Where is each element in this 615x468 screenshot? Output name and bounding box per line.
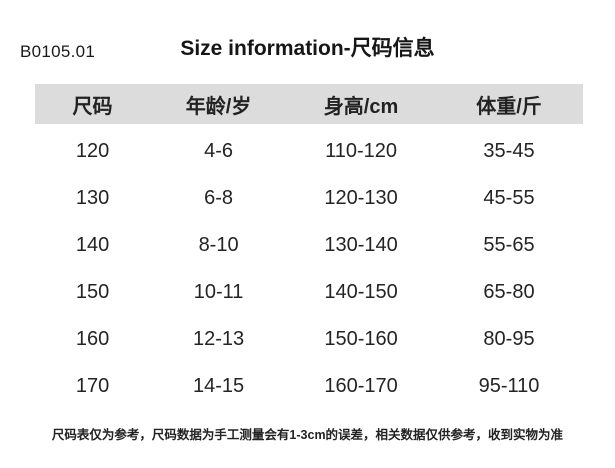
table-row: 150 10-11 140-150 65-80 — [35, 269, 583, 316]
table-cell: 120 — [75, 140, 110, 162]
table-cell: 8-10 — [198, 234, 239, 256]
disclaimer-note: 尺码表仅为参考，尺码数据为手工测量会有1-3cm的误差，相关数据仅供参考，收到实… — [51, 428, 564, 442]
table-cell: 130-140 — [324, 234, 398, 256]
product-code: B0105.01 — [20, 42, 96, 61]
table-row: 120 4-6 110-120 35-45 — [35, 128, 583, 175]
size-table: 尺码 年龄/岁 身高/cm 体重/斤 120 4-6 110-120 35-45 130 6-8… — [35, 84, 583, 410]
table-row: 140 8-10 130-140 55-65 — [35, 222, 583, 269]
table-cell: 55-65 — [483, 234, 535, 256]
table-cell: 160-170 — [324, 375, 398, 397]
column-header: 体重/斤 — [476, 95, 542, 118]
table-cell: 4-6 — [204, 140, 234, 162]
table-cell: 130 — [75, 187, 110, 209]
table-cell: 150 — [75, 281, 110, 303]
table-header-row: 尺码 年龄/岁 身高/cm 体重/斤 — [35, 84, 583, 124]
column-header: 年龄/岁 — [185, 95, 252, 118]
table-cell: 170 — [75, 375, 110, 397]
table-cell: 140-150 — [324, 281, 398, 303]
table-row: 170 14-15 160-170 95-110 — [35, 363, 583, 410]
table-cell: 120-130 — [324, 187, 398, 209]
table-row: 130 6-8 120-130 45-55 — [35, 175, 583, 222]
table-cell: 6-8 — [204, 187, 234, 209]
table-cell: 80-95 — [483, 328, 535, 350]
table-cell: 150-160 — [324, 328, 398, 350]
table-cell: 12-13 — [193, 328, 245, 350]
table-body: 120 4-6 110-120 35-45 130 6-8 120-130 45-55 140 8… — [35, 124, 583, 410]
table-cell: 65-80 — [483, 281, 535, 303]
table-cell: 14-15 — [193, 375, 245, 397]
table-cell: 140 — [75, 234, 110, 256]
page-title: Size information-尺码信息 — [180, 37, 435, 60]
column-header: 身高/cm — [323, 95, 399, 118]
table-cell: 10-11 — [193, 281, 244, 303]
table-cell: 45-55 — [483, 187, 535, 209]
column-header: 尺码 — [72, 95, 113, 118]
table-row: 160 12-13 150-160 80-95 — [35, 316, 583, 363]
table-cell: 35-45 — [483, 140, 535, 162]
table-cell: 95-110 — [478, 375, 540, 397]
table-cell: 160 — [75, 328, 110, 350]
table-cell: 110-120 — [325, 140, 398, 162]
